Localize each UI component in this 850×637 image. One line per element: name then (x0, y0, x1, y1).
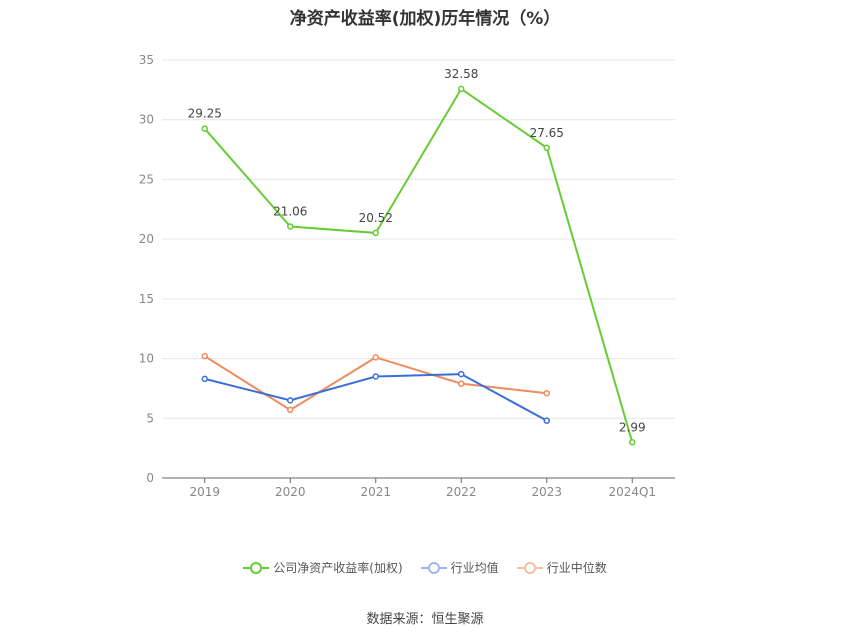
data-point (201, 352, 208, 360)
chart-title: 净资产收益率(加权)历年情况（%） (289, 9, 561, 29)
data-labels: 29.25 21.06 20.52 32.58 27.65 2.99 (188, 67, 646, 434)
data-point (458, 85, 465, 93)
y-tick-label: 5 (146, 411, 154, 425)
data-point (629, 439, 636, 446)
grid-lines (162, 59, 675, 419)
x-tick-label: 2020 (275, 485, 306, 499)
legend-item-company[interactable]: 公司净资产收益率(加权) (243, 559, 403, 576)
y-tick-label: 20 (139, 232, 154, 246)
data-label: 21.06 (273, 204, 307, 218)
series-line-2 (204, 355, 547, 412)
data-label: 2.99 (619, 420, 646, 434)
data-point (372, 373, 379, 380)
series-line-1 (204, 373, 548, 422)
data-point (287, 397, 294, 404)
data-point (287, 406, 294, 414)
series-line-0 (203, 87, 634, 443)
y-tick-label: 15 (139, 292, 154, 306)
x-tick-label: 2021 (360, 485, 391, 499)
legend-label-industry-mean: 行业均值 (450, 561, 499, 575)
data-point (458, 370, 465, 378)
data-point (458, 380, 465, 387)
legend-marker-industry-mean-icon (420, 561, 447, 574)
y-tick-label: 10 (139, 352, 154, 366)
y-tick-label: 35 (139, 53, 154, 67)
data-point (543, 144, 550, 152)
axes: 0 5 10 15 20 25 30 35 2019 2020 2021 2022 2023 2024Q1 (139, 53, 675, 499)
data-point (201, 375, 208, 383)
data-point (372, 354, 379, 361)
data-point (201, 125, 208, 132)
data-point (543, 417, 550, 424)
data-label: 32.58 (444, 67, 478, 81)
data-point (287, 223, 294, 230)
x-tick-label: 2023 (531, 485, 562, 499)
legend-marker-company-icon (243, 561, 270, 574)
y-tick-label: 25 (139, 172, 154, 186)
legend-label-company: 公司净资产收益率(加权) (273, 561, 403, 575)
x-tick-label: 2022 (446, 485, 477, 499)
x-tick-label: 2019 (189, 485, 220, 499)
source-note: 数据来源：恒生聚源 (366, 612, 484, 627)
data-point (372, 229, 379, 237)
legend-marker-industry-median-icon (516, 561, 543, 574)
y-tick-label: 0 (146, 471, 154, 485)
data-label: 27.65 (530, 126, 564, 140)
data-label: 20.52 (359, 211, 393, 225)
legend: 公司净资产收益率(加权) 行业均值 行业中位数 (0, 559, 850, 576)
legend-label-industry-median: 行业中位数 (546, 561, 607, 575)
y-tick-label: 30 (139, 113, 154, 127)
series-lines (201, 85, 636, 446)
legend-item-industry-median[interactable]: 行业中位数 (516, 559, 607, 576)
data-point (543, 389, 550, 397)
legend-item-industry-mean[interactable]: 行业均值 (420, 559, 499, 576)
x-tick-label: 2024Q1 (608, 485, 656, 499)
data-label: 29.25 (188, 107, 222, 121)
